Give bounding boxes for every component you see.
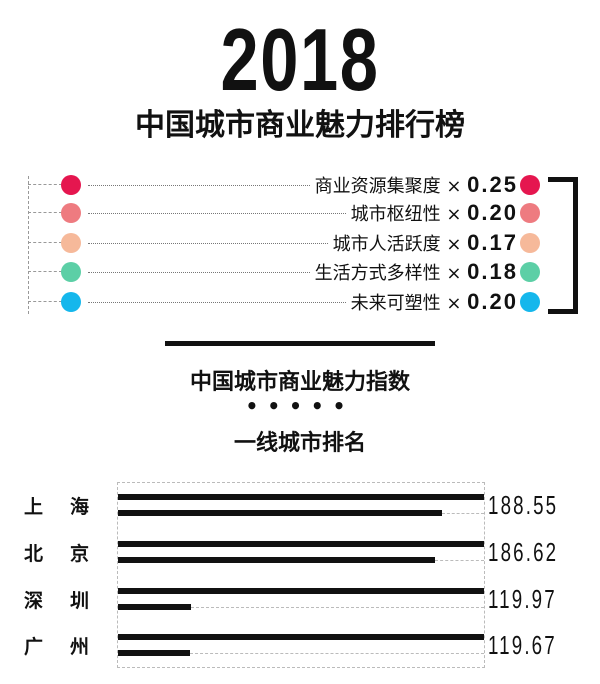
legend-text: 城市人活跃度 × 0.17 (328, 230, 518, 257)
connector-line (28, 271, 62, 272)
connector-line (28, 242, 62, 243)
chart-frame (117, 482, 485, 668)
connector-line (28, 212, 62, 213)
color-dot-icon (61, 262, 81, 282)
divider (165, 341, 435, 346)
section-bullets: ••••• (245, 394, 355, 418)
legend-weight: 0.18 (467, 259, 518, 284)
leader-line (88, 213, 440, 214)
legend-item: 城市枢纽性 × 0.20 (0, 200, 600, 227)
legend-item: 生活方式多样性 × 0.18 (0, 259, 600, 286)
leader-line (88, 185, 440, 186)
legend-weight: 0.20 (467, 200, 518, 225)
page-title: 中国城市商业魅力排行榜 (135, 108, 465, 143)
legend-connector (28, 176, 29, 314)
bar-remainder-line (189, 653, 484, 654)
color-dot-icon (61, 292, 81, 312)
bracket (548, 177, 578, 314)
connector-line (28, 301, 62, 302)
leader-line (88, 302, 440, 303)
base-bar (118, 634, 484, 640)
city-label-char: 州 (70, 636, 90, 658)
city-label-char: 深 (24, 590, 44, 612)
value-label: 186.62 (488, 537, 559, 567)
legend-text: 城市枢纽性 × 0.20 (346, 200, 518, 227)
times-sign: × (446, 293, 462, 314)
section-subtitle: 一线城市排名 (233, 431, 366, 456)
value-bar (118, 557, 436, 563)
legend-weight: 0.17 (467, 230, 518, 255)
bar-remainder-line (435, 560, 484, 561)
legend-item: 城市人活跃度 × 0.17 (0, 230, 600, 257)
color-dot-icon (61, 203, 81, 223)
city-label-char: 北 (24, 543, 44, 565)
legend-item: 商业资源集聚度 × 0.25 (0, 172, 600, 199)
bar-remainder-line (191, 607, 484, 608)
legend-label: 生活方式多样性 (314, 263, 441, 284)
city-label-char: 上 (24, 496, 44, 518)
legend-label: 未来可塑性 (350, 293, 441, 314)
legend-label: 商业资源集聚度 (314, 176, 441, 197)
color-dot-icon (61, 175, 81, 195)
city-label-char: 海 (70, 496, 90, 518)
legend-weight: 0.25 (467, 172, 518, 197)
leader-line (88, 243, 440, 244)
value-bar (118, 510, 443, 516)
legend-item: 未来可塑性 × 0.20 (0, 289, 600, 316)
value-label: 188.55 (488, 490, 559, 520)
legend-text: 未来可塑性 × 0.20 (346, 289, 518, 316)
value-label: 119.97 (488, 584, 557, 614)
base-bar (118, 494, 484, 500)
color-dot-icon (520, 233, 540, 253)
legend-text: 商业资源集聚度 × 0.25 (310, 172, 518, 199)
section-title: 中国城市商业魅力指数 (189, 370, 410, 395)
color-dot-icon (61, 233, 81, 253)
legend-text: 生活方式多样性 × 0.18 (310, 259, 518, 286)
city-label-char: 广 (24, 636, 44, 658)
base-bar (118, 541, 484, 547)
base-bar (118, 588, 484, 594)
legend-label: 城市人活跃度 (332, 234, 441, 255)
legend-weight: 0.20 (467, 289, 518, 314)
color-dot-icon (520, 292, 540, 312)
value-bar (118, 650, 190, 656)
connector-line (28, 184, 62, 185)
bar-remainder-line (442, 513, 484, 514)
times-sign: × (446, 263, 462, 284)
city-label-char: 圳 (70, 590, 90, 612)
legend-label: 城市枢纽性 (350, 204, 441, 225)
color-dot-icon (520, 262, 540, 282)
year-title: 2018 (220, 10, 380, 109)
times-sign: × (446, 234, 462, 255)
city-label-char: 京 (70, 543, 90, 565)
color-dot-icon (520, 175, 540, 195)
times-sign: × (446, 204, 462, 225)
value-label: 119.67 (488, 630, 557, 660)
color-dot-icon (520, 203, 540, 223)
leader-line (88, 272, 440, 273)
times-sign: × (446, 176, 462, 197)
value-bar (118, 604, 192, 610)
